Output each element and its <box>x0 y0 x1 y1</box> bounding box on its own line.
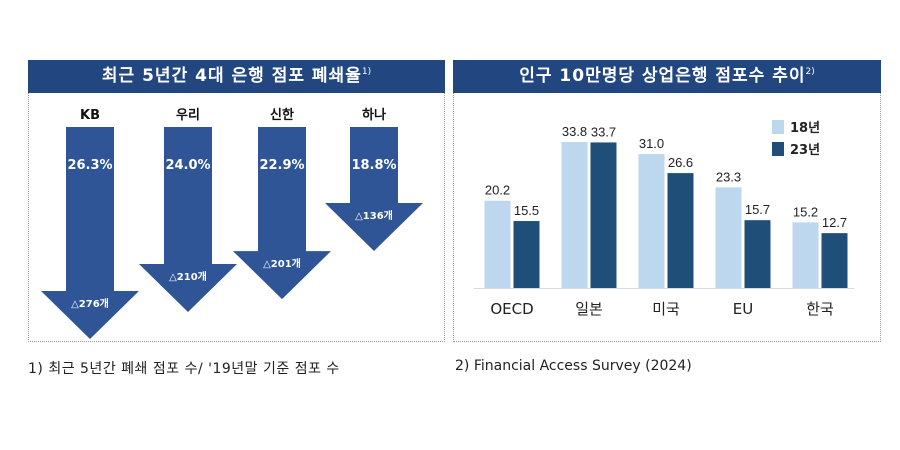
bar-value-label: 15.5 <box>514 203 539 218</box>
closure-rate-label-3: 18.8% <box>351 158 396 173</box>
closure-rate-label-1: 24.0% <box>165 158 210 173</box>
bank-closure-chart: KB 26.3% △276개 우리 24.0% △210개 신한 22.9% △201개 하나 18… <box>41 107 423 339</box>
closure-arrow-0 <box>41 127 139 339</box>
bar-value-label: 23.3 <box>716 169 741 184</box>
category-label-4: 한국 <box>806 300 834 318</box>
category-label-0: OECD <box>490 300 533 318</box>
branches-per-capita-title-note: 2) <box>805 67 815 77</box>
legend-swatch-1 <box>772 142 784 156</box>
bar-23년-한국 <box>821 233 848 288</box>
bank-closure-title-text: 최근 5년간 4대 은행 점포 폐쇄율 <box>101 66 362 86</box>
closed-count-label-3: △136개 <box>355 209 393 222</box>
bar-value-label: 15.2 <box>793 204 818 219</box>
bar-23년-미국 <box>667 173 694 288</box>
legend-swatch-0 <box>772 120 784 134</box>
closed-count-label-1: △210개 <box>169 270 207 283</box>
closed-count-label-0: △276개 <box>71 297 109 310</box>
bar-23년-일본 <box>590 142 617 288</box>
bar-value-label: 20.2 <box>485 183 510 198</box>
closed-count-label-2: △201개 <box>263 257 301 270</box>
bar-23년-OECD <box>513 221 540 288</box>
bar-18년-한국 <box>792 222 819 288</box>
bank-label-3: 하나 <box>362 107 386 123</box>
closure-rate-label-0: 26.3% <box>67 158 112 173</box>
bar-value-label: 26.6 <box>668 155 693 170</box>
bar-18년-일본 <box>561 142 588 288</box>
bar-23년-EU <box>744 220 771 288</box>
bar-value-label: 33.8 <box>562 124 587 139</box>
legend-label-1: 23년 <box>790 143 820 158</box>
bank-closure-title: 최근 5년간 4대 은행 점포 폐쇄율1) <box>28 60 445 93</box>
bank-label-1: 우리 <box>176 107 200 123</box>
bar-value-label: 33.7 <box>591 124 616 139</box>
branches-per-capita-chart: 20.2 15.5 OECD 33.8 33.7 일본 31.0 26.6 미국 23.3 15.7… <box>474 120 854 318</box>
bar-value-label: 31.0 <box>639 136 664 151</box>
branches-per-capita-title: 인구 10만명당 상업은행 점포수 추이2) <box>453 60 881 93</box>
closure-arrow-3 <box>325 127 423 251</box>
footnote-source: 2) Financial Access Survey (2024) <box>455 358 692 374</box>
legend-label-0: 18년 <box>790 121 820 136</box>
branches-per-capita-panel: 인구 10만명당 상업은행 점포수 추이2) 20.2 15.5 OECD 33.8 3… <box>453 60 881 342</box>
closure-rate-label-2: 22.9% <box>259 158 304 173</box>
footnote-closure-rate: 1) 최근 5년간 폐쇄 점포 수/ '19년말 기준 점포 수 <box>28 361 340 377</box>
bank-closure-panel: 최근 5년간 4대 은행 점포 폐쇄율1) KB 26.3% △276개 우리 24.0… <box>28 60 445 342</box>
closure-arrow-2 <box>233 127 331 300</box>
category-label-1: 일본 <box>575 300 603 318</box>
bar-18년-OECD <box>484 200 511 288</box>
branches-per-capita-title-text: 인구 10만명당 상업은행 점포수 추이 <box>519 66 806 86</box>
bar-18년-EU <box>715 187 742 288</box>
category-label-2: 미국 <box>652 300 680 318</box>
bank-label-2: 신한 <box>270 107 294 123</box>
bank-closure-title-note: 1) <box>361 67 372 77</box>
bank-label-0: KB <box>80 108 100 123</box>
closure-arrow-1 <box>139 127 237 313</box>
bar-value-label: 12.7 <box>822 215 847 230</box>
category-label-3: EU <box>733 300 753 318</box>
bar-18년-미국 <box>638 154 665 288</box>
bar-value-label: 15.7 <box>745 202 770 217</box>
